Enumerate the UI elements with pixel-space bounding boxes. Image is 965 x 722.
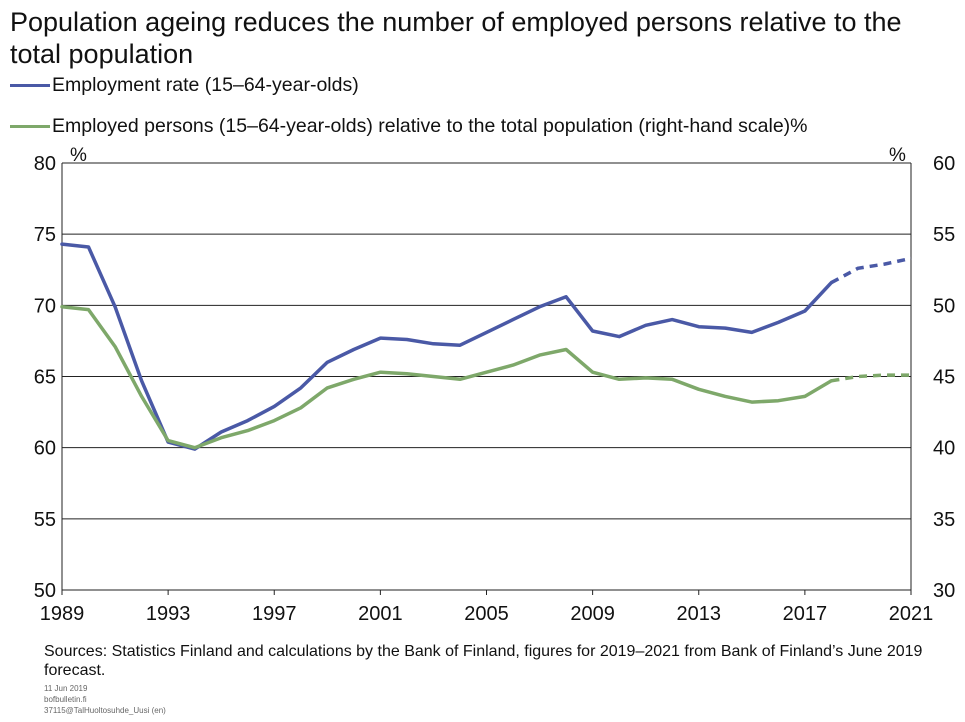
y-tick-label-right: 30: [933, 580, 955, 602]
x-tick-label: 2005: [464, 603, 509, 625]
legend-unit: %: [790, 115, 808, 137]
y-tick-label-right: 55: [933, 224, 955, 246]
left-axis-unit: %: [70, 145, 87, 166]
x-tick-label: 2009: [570, 603, 615, 625]
legend-label: Employed persons (15–64-year-olds) relat…: [52, 115, 791, 137]
footer-site: bofbulletin.fi: [44, 695, 87, 704]
series-forecast-employment-rate: [830, 256, 912, 285]
footer-date: 11 Jun 2019: [44, 684, 88, 693]
chart-title: Population ageing reduces the number of …: [10, 7, 902, 69]
legend-swatch-green: [10, 125, 50, 128]
legend-item-employment-rate: Employment rate (15–64-year-olds): [10, 74, 359, 97]
x-tick-label: 2021: [889, 603, 934, 625]
y-tick-label-left: 55: [34, 509, 56, 531]
legend-label: Employment rate (15–64-year-olds): [52, 74, 359, 96]
source-note: Sources: Statistics Finland and calculat…: [44, 643, 923, 679]
y-tick-label-right: 50: [933, 295, 955, 317]
y-tick-label-right: 60: [933, 153, 955, 175]
x-tick-label: 1989: [40, 603, 85, 625]
y-tick-label-left: 50: [34, 580, 56, 602]
y-tick-label-left: 80: [34, 153, 56, 175]
legend-swatch-blue: [10, 84, 50, 87]
legend-item-employed-persons: Employed persons (15–64-year-olds) relat…: [10, 115, 808, 138]
y-tick-label-left: 75: [34, 224, 56, 246]
y-tick-label-right: 35: [933, 509, 955, 531]
x-tick-label: 2017: [783, 603, 828, 625]
x-tick-label: 2001: [358, 603, 403, 625]
series-line-employed-persons: [60, 305, 834, 450]
footer-code: 37115@TalHuoltosuhde_Uusi (en): [44, 706, 166, 715]
right-axis-unit: %: [889, 145, 906, 166]
x-tick-label: 2013: [677, 603, 722, 625]
y-tick-label-left: 70: [34, 295, 56, 317]
y-tick-label-left: 60: [34, 438, 56, 460]
series-line-employment-rate: [60, 242, 834, 451]
x-tick-label: 1997: [252, 603, 297, 625]
y-tick-label-right: 40: [933, 438, 955, 460]
y-tick-label-right: 45: [933, 367, 955, 389]
x-tick-label: 1993: [146, 603, 191, 625]
y-tick-label-left: 65: [34, 367, 56, 389]
series-forecast-employed-persons: [831, 373, 911, 383]
